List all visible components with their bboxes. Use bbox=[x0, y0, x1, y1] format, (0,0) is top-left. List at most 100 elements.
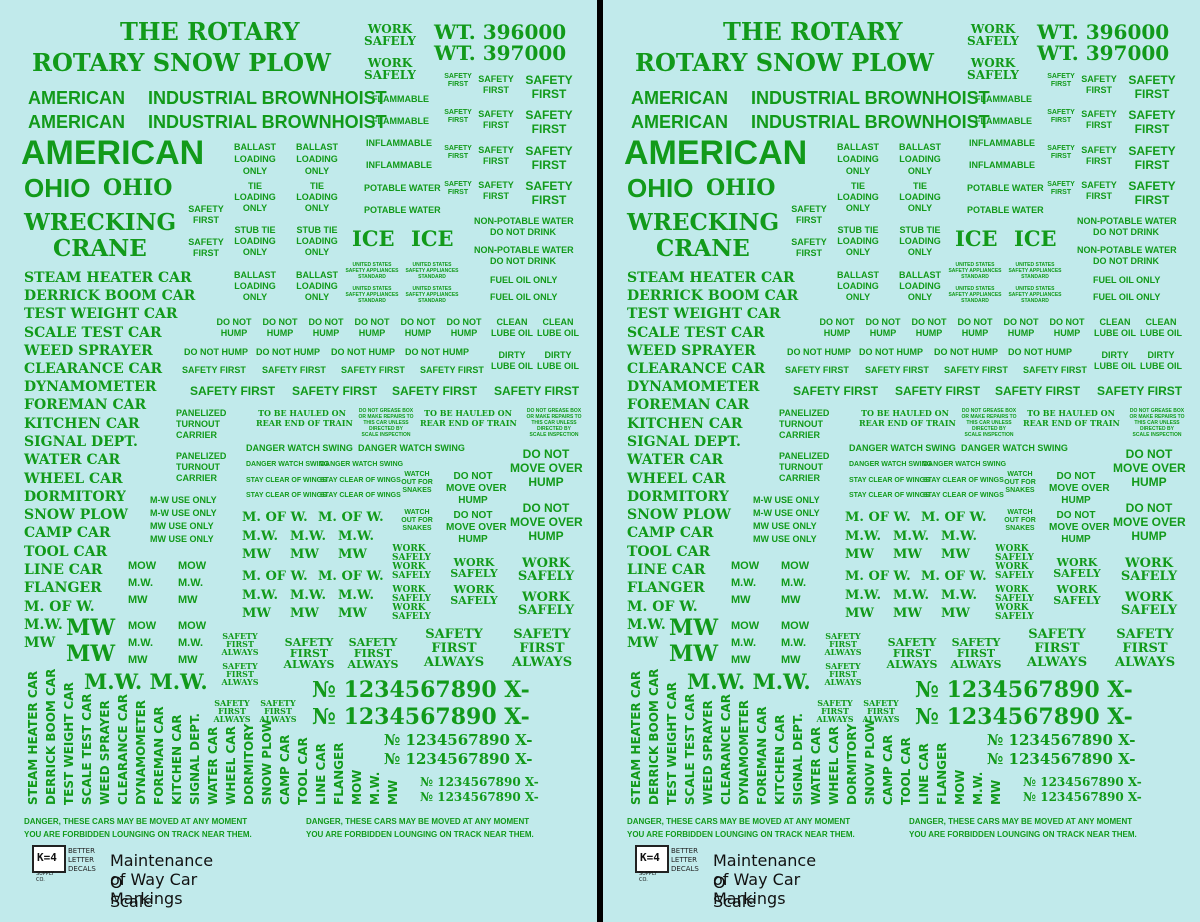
safety-appliances-label: UNITED STATES SAFETY APPLIANCES STANDARD bbox=[1008, 286, 1062, 304]
do-not-hump-box: DO NOT HUMP bbox=[865, 317, 901, 338]
danger-watch-swing: DANGER WATCH SWING bbox=[246, 443, 353, 453]
safety-first-text: SAFETY FIRST bbox=[1023, 365, 1087, 375]
car-name-label: WEED SPRAYER bbox=[627, 343, 756, 359]
car-name-label: CAMP CAR bbox=[627, 525, 714, 541]
car-name-label: SIGNAL DEPT. bbox=[24, 434, 138, 450]
safety-first-always-medium: SAFETY FIRST ALWAYS bbox=[950, 636, 1002, 671]
safety-first-always-medium: SAFETY FIRST ALWAYS bbox=[283, 636, 335, 671]
vertical-car-label: KITCHEN CAR bbox=[773, 714, 787, 805]
car-name-label: TOOL CAR bbox=[24, 544, 108, 560]
mw-mark: M.W. bbox=[338, 529, 375, 544]
car-name-label: KITCHEN CAR bbox=[24, 416, 140, 432]
american-large-text: AMERICAN bbox=[624, 134, 808, 172]
safety-first-small: SAFETY FIRST bbox=[1047, 145, 1075, 160]
work-safely-large: WORK SAFELY bbox=[1120, 556, 1178, 584]
car-name-label: MW bbox=[24, 635, 56, 651]
vertical-car-label: MOW bbox=[953, 769, 967, 805]
safety-first-text: SAFETY FIRST bbox=[494, 384, 580, 398]
vertical-car-label: DYNAMOMETER bbox=[737, 699, 751, 805]
safety-first-text: SAFETY FIRST bbox=[944, 365, 1008, 375]
safety-first-text: SAFETY FIRST bbox=[1097, 384, 1183, 398]
safety-appliances-label: UNITED STATES SAFETY APPLIANCES STANDARD bbox=[405, 286, 459, 304]
mw-mark: M.W. bbox=[845, 529, 882, 544]
number-set-small: № 1234567890 X- bbox=[1023, 790, 1142, 804]
grease-box-label: DO NOT GREASE BOX OR MAKE REPAIRS TO THIS … bbox=[358, 408, 414, 438]
to-be-hauled-text: TO BE HAULED ON REAR END OF TRAIN bbox=[256, 408, 353, 428]
work-safely-small: WORK SAFELY bbox=[392, 603, 431, 622]
do-not-hump-box: DO NOT HUMP bbox=[308, 317, 344, 338]
safety-first-large: SAFETY FIRST bbox=[525, 108, 573, 136]
do-not-hump-box: DO NOT HUMP bbox=[819, 317, 855, 338]
car-name-label: SCALE TEST CAR bbox=[24, 325, 162, 341]
car-name-label: CLEARANCE CAR bbox=[627, 361, 766, 377]
stub-tie-loading-only: STUB TIE LOADING ONLY bbox=[837, 225, 879, 257]
sheet-title: Maintenance of Way Car Markings bbox=[713, 851, 817, 908]
tie-loading-only: TIE LOADING ONLY bbox=[837, 181, 879, 213]
danger-watch-swing-small: DANGER WATCH SWING bbox=[320, 461, 404, 468]
mw-mark: M. OF W. bbox=[845, 569, 911, 584]
safety-appliances-label: UNITED STATES SAFETY APPLIANCES STANDARD bbox=[948, 286, 1002, 304]
car-name-label: WEED SPRAYER bbox=[24, 343, 153, 359]
do-not-hump-box: DO NOT HUMP bbox=[911, 317, 947, 338]
vertical-car-label: SCALE TEST CAR bbox=[80, 693, 94, 805]
vertical-car-label: STEAM HEATER CAR bbox=[26, 670, 40, 805]
car-name-label: FLANGER bbox=[627, 580, 705, 596]
work-safely-small: WORK SAFELY bbox=[995, 562, 1034, 581]
mw-large: MW bbox=[669, 641, 719, 667]
work-safely-text: WORK SAFELY bbox=[967, 56, 1019, 82]
mw-mark: MW bbox=[845, 547, 874, 562]
work-safely-text: WORK SAFELY bbox=[364, 22, 416, 48]
safety-first-text: SAFETY FIRST bbox=[865, 365, 929, 375]
car-name-label: DORMITORY bbox=[24, 489, 126, 505]
safety-first-always-large: SAFETY FIRST ALWAYS bbox=[511, 627, 573, 670]
vertical-car-label: MW bbox=[386, 779, 400, 805]
mw-mark: M.W. bbox=[893, 529, 930, 544]
safety-first-always-large: SAFETY FIRST ALWAYS bbox=[1026, 627, 1088, 670]
car-name-label: MW bbox=[627, 635, 659, 651]
work-safely-medium: WORK SAFELY bbox=[450, 556, 498, 580]
mw-mark: M.W. bbox=[338, 588, 375, 603]
to-be-hauled-text: TO BE HAULED ON REAR END OF TRAIN bbox=[859, 408, 956, 428]
watch-out-snakes: WATCH OUT FOR SNAKES bbox=[1004, 509, 1036, 532]
wrecking-text: WRECKING bbox=[627, 209, 780, 236]
safety-first-always: SAFETY FIRST ALWAYS bbox=[221, 661, 259, 687]
to-be-hauled-text: TO BE HAULED ON REAR END OF TRAIN bbox=[420, 408, 517, 428]
vertical-car-label: TOOL CAR bbox=[296, 737, 310, 805]
safety-first-text: SAFETY FIRST bbox=[785, 365, 849, 375]
safety-first-text: SAFETY FIRST bbox=[190, 384, 276, 398]
vertical-car-label: TEST WEIGHT CAR bbox=[665, 682, 679, 805]
rotary-snow-plow-text: ROTARY SNOW PLOW bbox=[32, 48, 331, 77]
car-name-label: CLEARANCE CAR bbox=[24, 361, 163, 377]
vertical-car-label: FOREMAN CAR bbox=[152, 706, 166, 805]
mow-column: MOW M.W. MW bbox=[731, 620, 760, 666]
safety-first-always: SAFETY FIRST ALWAYS bbox=[259, 698, 297, 724]
fuel-oil-text: FUEL OIL ONLY bbox=[1093, 292, 1161, 302]
mw-pair-large: M.W. M.W. bbox=[84, 669, 208, 694]
vertical-car-label: SNOW PLOW bbox=[863, 719, 877, 805]
work-safely-text: WORK SAFELY bbox=[967, 22, 1019, 48]
vertical-car-label: LINE CAR bbox=[314, 743, 328, 805]
do-not-hump-text: DO NOT HUMP bbox=[1008, 347, 1072, 357]
vertical-car-label: DORMITORY bbox=[845, 723, 859, 805]
do-not-hump-text: DO NOT HUMP bbox=[256, 347, 320, 357]
safety-first-text: SAFETY FIRST bbox=[793, 384, 879, 398]
ohio-text: OHIO bbox=[24, 173, 91, 203]
brownhoist-text: INDUSTRIAL BROWNHOIST bbox=[148, 112, 387, 132]
brownhoist-text: INDUSTRIAL BROWNHOIST bbox=[751, 112, 990, 132]
grease-box-label: DO NOT GREASE BOX OR MAKE REPAIRS TO THIS … bbox=[1129, 408, 1185, 438]
car-name-label: WHEEL CAR bbox=[24, 471, 123, 487]
vertical-car-label: FLANGER bbox=[935, 742, 949, 805]
vertical-car-label: WEED SPRAYER bbox=[701, 700, 715, 805]
work-safely-medium: WORK SAFELY bbox=[1053, 556, 1101, 580]
mw-mark: M.W. bbox=[941, 529, 978, 544]
clean-lube-oil: CLEAN LUBE OIL bbox=[491, 317, 533, 338]
vertical-car-label: WHEEL CAR bbox=[224, 726, 238, 805]
safety-first-medium: SAFETY FIRST bbox=[1081, 180, 1117, 201]
car-name-label: DORMITORY bbox=[627, 489, 729, 505]
safety-first-always: SAFETY FIRST ALWAYS bbox=[221, 631, 259, 657]
safety-first-text: SAFETY FIRST bbox=[292, 384, 378, 398]
safety-first-small: SAFETY FIRST bbox=[1047, 73, 1075, 88]
do-not-drink-text: DO NOT DRINK bbox=[490, 256, 556, 266]
safety-first-always-large: SAFETY FIRST ALWAYS bbox=[1114, 627, 1176, 670]
safety-first-large: SAFETY FIRST bbox=[525, 179, 573, 207]
